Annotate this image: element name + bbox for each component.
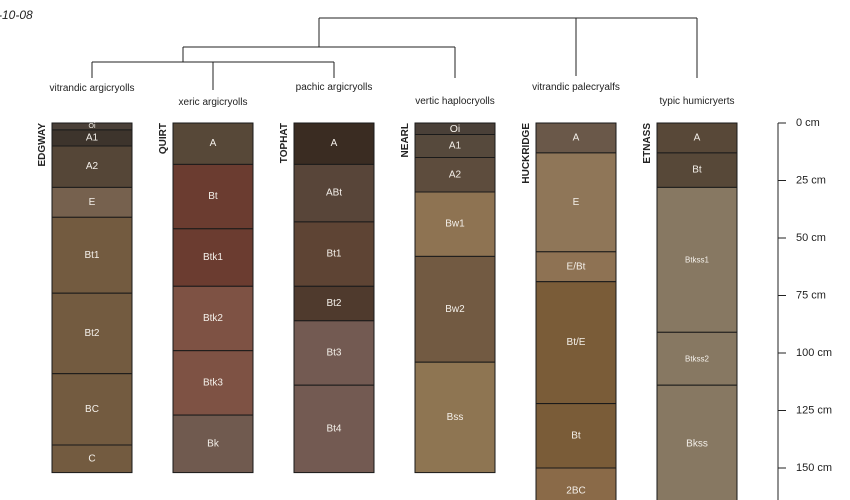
horizon-huckridge-0 xyxy=(535,122,617,154)
depth-tick-label: 125 cm xyxy=(796,405,832,417)
depth-tick-label: 150 cm xyxy=(796,462,832,474)
horizon-nearl-2 xyxy=(414,157,496,193)
horizon-label: Btk2 xyxy=(203,313,223,324)
profile-name-label: NEARL xyxy=(400,123,411,157)
horizon-edgway-3 xyxy=(51,186,133,218)
profile-name-label: QUIRT xyxy=(158,123,169,154)
depth-axis: 0 cm 25 cm 50 cm 75 cm 100 cm 125 cm 150 cm xyxy=(777,117,832,500)
depth-tick-label: 100 cm xyxy=(796,347,832,359)
profile-subgroup-label: vitrandic argicryolls xyxy=(49,83,134,94)
horizon-label: Bt1 xyxy=(84,250,99,261)
soil-profile-quirt: xeric argicryolls QUIRT A Bt Btk1 Btk2 Btk3 Bk xyxy=(158,97,254,474)
horizon-label: Bt/E xyxy=(567,337,586,348)
horizon-quirt-2 xyxy=(172,228,254,287)
horizon-label: E xyxy=(573,197,580,208)
profile-subgroup-label: xeric argicryolls xyxy=(179,97,248,108)
horizon-label: ABt xyxy=(326,188,342,199)
horizon-huckridge-2 xyxy=(535,251,617,283)
horizon-label: A2 xyxy=(86,161,99,172)
horizon-edgway-2 xyxy=(51,145,133,188)
horizon-label: E/Bt xyxy=(567,261,586,272)
horizon-label: Oi xyxy=(89,123,96,130)
horizon-label: Oi xyxy=(450,123,461,135)
horizon-huckridge-4 xyxy=(535,403,617,469)
horizon-label: Bss xyxy=(447,412,464,423)
profile-subgroup-label: vertic haplocryolls xyxy=(415,96,494,107)
horizon-etnass-1 xyxy=(656,152,738,188)
horizon-etnass-0 xyxy=(656,122,738,154)
horizon-label: Bkss xyxy=(686,438,708,449)
soil-profile-tophat: pachic argicryolls TOPHAT A ABt Bt1 Bt2 Bt3 Bt4 xyxy=(279,82,375,474)
horizon-label: Bt2 xyxy=(84,328,99,339)
profile-name-label: HUCKRIDGE xyxy=(521,123,532,184)
horizon-edgway-6 xyxy=(51,373,133,446)
horizon-nearl-3 xyxy=(414,191,496,257)
horizon-label: Bt3 xyxy=(326,348,341,359)
soil-profile-edgway: vitrandic argicryolls EDGWAY Oi A1 A2 E Bt1 Bt2… xyxy=(37,83,135,474)
horizon-label: Bw1 xyxy=(445,219,465,230)
horizon-label: E xyxy=(89,197,96,208)
horizon-label: A xyxy=(694,132,701,143)
horizon-label: C xyxy=(88,453,95,464)
horizon-huckridge-1 xyxy=(535,152,617,253)
horizon-label: A1 xyxy=(86,132,99,143)
profile-subgroup-label: pachic argicryolls xyxy=(296,82,373,93)
horizon-label: A1 xyxy=(449,141,462,152)
horizon-tophat-5 xyxy=(293,384,375,474)
horizon-nearl-5 xyxy=(414,361,496,474)
horizon-label: A xyxy=(331,138,338,149)
corner-date-text: -10-08 xyxy=(0,8,33,22)
horizon-edgway-7 xyxy=(51,444,133,474)
horizon-label: BC xyxy=(85,404,99,415)
horizon-nearl-4 xyxy=(414,255,496,363)
horizon-label: Bt4 xyxy=(326,423,341,434)
horizon-label: A xyxy=(210,138,217,149)
depth-tick-label: 0 cm xyxy=(796,117,820,129)
profile-subgroup-label: vitrandic palecryalfs xyxy=(532,82,620,93)
horizon-etnass-2 xyxy=(656,186,738,333)
horizon-label: Bt xyxy=(692,165,702,176)
depth-tick-label: 75 cm xyxy=(796,290,826,302)
horizon-label: Btkss1 xyxy=(685,255,710,264)
horizon-label: Btkss2 xyxy=(685,354,710,363)
horizon-label: Bt xyxy=(571,430,581,441)
horizon-label: Bt1 xyxy=(326,249,341,260)
soil-profile-huckridge: vitrandic palecryalfs HUCKRIDGE A E E/Bt Bt/E… xyxy=(521,82,620,500)
profile-name-label: EDGWAY xyxy=(37,123,48,167)
horizon-tophat-2 xyxy=(293,221,375,287)
horizon-huckridge-5 xyxy=(535,467,617,500)
horizon-label: Btk1 xyxy=(203,252,223,263)
horizon-label: A2 xyxy=(449,169,462,180)
horizon-quirt-4 xyxy=(172,350,254,416)
horizon-quirt-1 xyxy=(172,163,254,230)
depth-tick-label: 25 cm xyxy=(796,175,826,187)
horizon-label: Bw2 xyxy=(445,304,465,315)
horizon-label: A xyxy=(573,132,580,143)
horizon-quirt-5 xyxy=(172,414,254,474)
horizon-tophat-1 xyxy=(293,163,375,223)
horizon-tophat-4 xyxy=(293,320,375,386)
horizon-label: 2BC xyxy=(566,486,585,497)
horizon-tophat-0 xyxy=(293,122,375,165)
horizon-label: Bt2 xyxy=(326,298,341,309)
horizon-label: Bt xyxy=(208,191,218,202)
horizon-edgway-4 xyxy=(51,216,133,294)
depth-tick-label: 50 cm xyxy=(796,232,826,244)
horizon-edgway-5 xyxy=(51,292,133,375)
horizon-label: Btk3 xyxy=(203,377,223,388)
horizon-tophat-3 xyxy=(293,285,375,322)
profile-subgroup-label: typic humicryerts xyxy=(659,96,734,107)
soil-profile-nearl: vertic haplocryolls NEARL Oi A1 A2 Bw1 Bw2 Bss xyxy=(400,96,496,474)
profile-name-label: TOPHAT xyxy=(279,123,290,163)
horizon-huckridge-3 xyxy=(535,281,617,405)
horizon-label: Bk xyxy=(207,438,220,449)
soil-profile-etnass: typic humicryerts ETNASS A Bt Btkss1 Btkss2 Bk… xyxy=(642,96,738,500)
profile-name-label: ETNASS xyxy=(642,123,653,164)
horizon-quirt-3 xyxy=(172,285,254,352)
dendrogram xyxy=(91,17,698,90)
horizon-etnass-4 xyxy=(656,384,738,500)
